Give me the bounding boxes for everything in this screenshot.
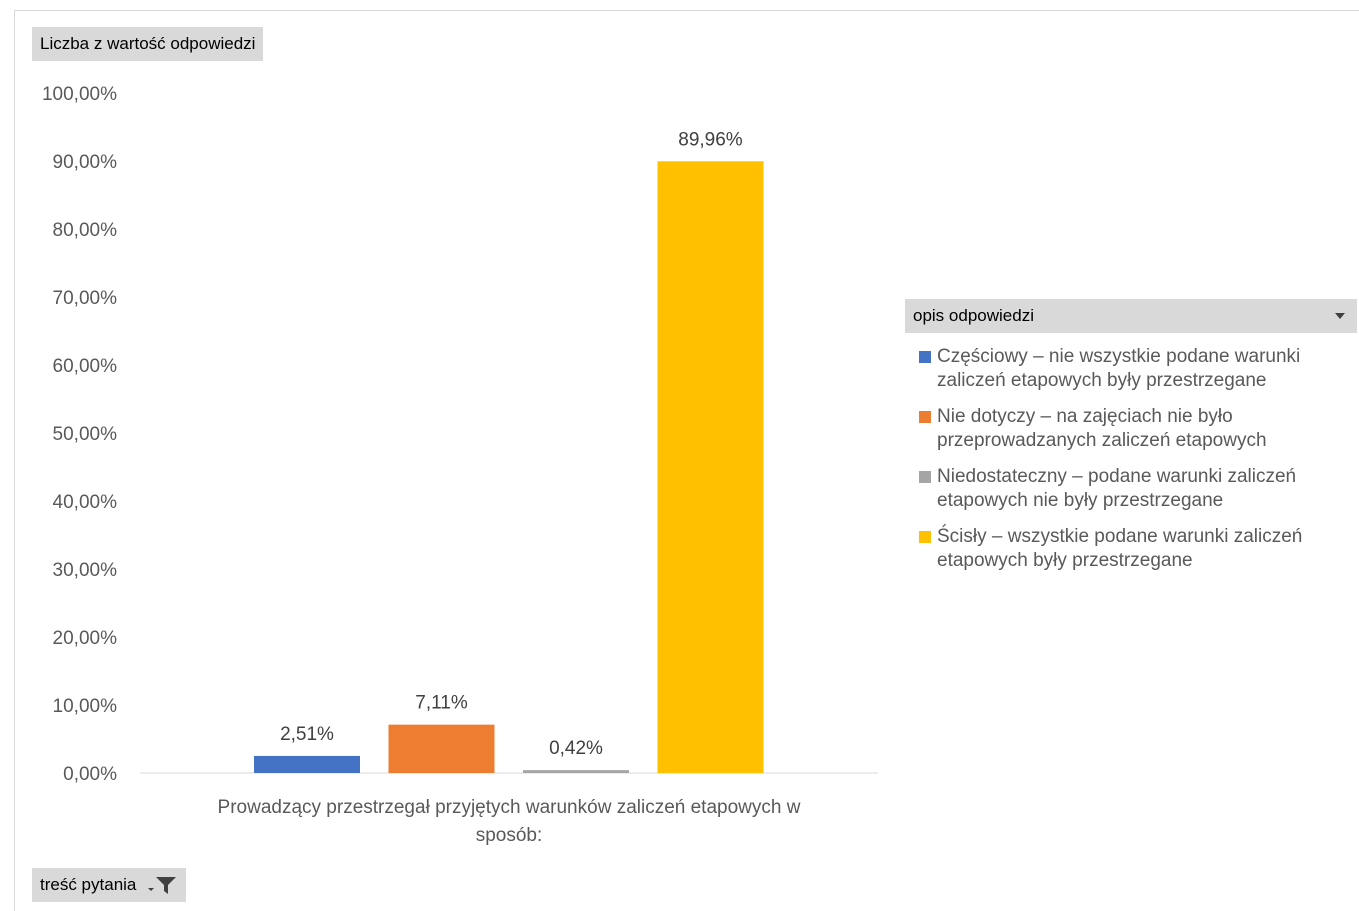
y-tick-label: 80,00% (53, 220, 118, 241)
legend-swatch-4 (919, 531, 931, 543)
legend-field-button[interactable]: opis odpowiedzi (905, 299, 1357, 333)
data-label-4: 89,96% (678, 129, 743, 150)
legend-items: Częściowy – nie wszystkie podane warunki… (905, 345, 1357, 573)
data-label-1: 2,51% (280, 724, 334, 745)
y-tick-label: 70,00% (53, 288, 118, 309)
filter-field-button[interactable]: treść pytania (32, 868, 187, 902)
legend-item-text: przeprowadzanych zaliczeń etapowych (937, 430, 1267, 451)
bar-1[interactable] (254, 755, 360, 773)
x-axis-label-line-1: Prowadzący przestrzegał przyjętych warun… (218, 797, 801, 818)
legend-item-3[interactable]: Niedostateczny – podane warunki zaliczeń… (905, 465, 1357, 513)
filter-icon[interactable] (146, 874, 178, 896)
legend-item-text: Ścisły – wszystkie podane warunki zalicz… (937, 526, 1303, 547)
value-field-button[interactable]: Liczba z wartość odpowiedzi (32, 27, 264, 61)
y-tick-label: 50,00% (53, 424, 118, 445)
y-axis-ticks: 0,00% 10,00% 20,00% 30,00% 40,00% 50,00% 60,00… (42, 84, 117, 785)
y-tick-label: 60,00% (53, 356, 118, 377)
legend-item-text: etapowych były przestrzegane (937, 550, 1193, 571)
legend-swatch-2 (919, 411, 931, 423)
chart-frame (14, 10, 1359, 911)
filter-field-label: treść pytania (40, 875, 137, 894)
legend-item-text: zaliczeń etapowych były przestrzegane (937, 370, 1267, 391)
legend: opis odpowiedzi Częściowy – nie wszystki… (905, 299, 1357, 573)
bar-2[interactable] (388, 724, 495, 773)
data-label-2: 7,11% (415, 693, 468, 714)
y-tick-label: 20,00% (53, 628, 118, 649)
data-labels: 2,51% 7,11% 0,42% 89,96% (280, 129, 743, 759)
y-tick-label: 100,00% (42, 84, 117, 105)
dropdown-arrow-icon[interactable] (1335, 313, 1345, 319)
legend-item-2[interactable]: Nie dotyczy – na zajęciach nie było przep… (905, 405, 1357, 453)
data-label-3: 0,42% (549, 738, 603, 759)
legend-swatch-1 (919, 351, 931, 363)
bar-4[interactable] (657, 161, 764, 774)
x-axis-label-line-2: sposób: (476, 825, 543, 846)
legend-field-label: opis odpowiedzi (913, 306, 1034, 325)
legend-item-text: etapowych nie były przestrzegane (937, 490, 1224, 511)
legend-item-4[interactable]: Ścisły – wszystkie podane warunki zalicz… (905, 525, 1357, 573)
y-tick-label: 10,00% (53, 696, 118, 717)
bar-3[interactable] (523, 770, 629, 773)
y-tick-label: 30,00% (53, 560, 118, 581)
legend-swatch-3 (919, 471, 931, 483)
bars (254, 161, 764, 774)
legend-item-text: Niedostateczny – podane warunki zaliczeń (937, 466, 1297, 487)
y-tick-label: 90,00% (53, 152, 118, 173)
legend-item-text: Nie dotyczy – na zajęciach nie było (937, 406, 1233, 427)
y-tick-label: 40,00% (53, 492, 118, 513)
y-tick-label: 0,00% (63, 764, 117, 785)
legend-item-text: Częściowy – nie wszystkie podane warunki (937, 346, 1301, 367)
legend-item-1[interactable]: Częściowy – nie wszystkie podane warunki… (905, 345, 1357, 393)
